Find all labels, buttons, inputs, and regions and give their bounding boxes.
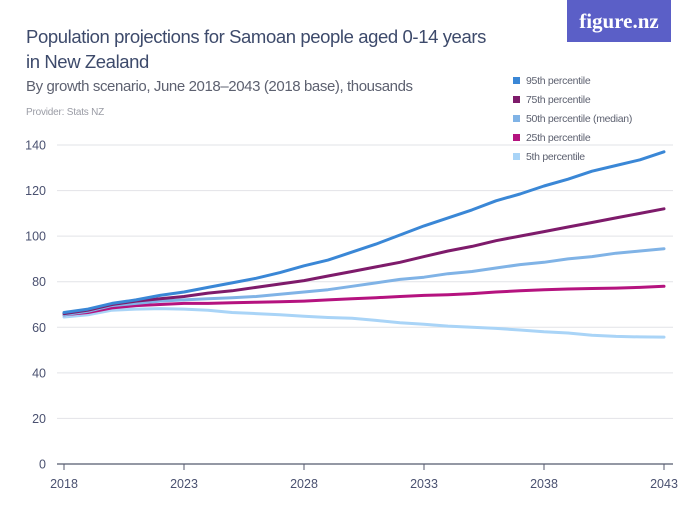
x-tick-label: 2023: [170, 477, 198, 491]
x-tick-label: 2028: [290, 477, 318, 491]
y-tick-label: 20: [32, 412, 46, 426]
legend-item: 50th percentile (median): [513, 109, 632, 128]
legend-item: 95th percentile: [513, 71, 632, 90]
legend-label: 25th percentile: [526, 131, 591, 144]
legend-label: 75th percentile: [526, 93, 591, 106]
legend: 95th percentile 75th percentile 50th perce…: [513, 71, 632, 166]
x-tick-label: 2038: [530, 477, 558, 491]
legend-swatch: [513, 115, 520, 122]
legend-swatch: [513, 153, 520, 160]
legend-item: 75th percentile: [513, 90, 632, 109]
y-tick-label: 40: [32, 366, 46, 380]
figure-nz-logo[interactable]: figure.nz: [567, 0, 671, 42]
legend-swatch: [513, 96, 520, 103]
legend-item: 5th percentile: [513, 147, 632, 166]
y-tick-label: 0: [39, 458, 46, 472]
y-tick-label: 120: [25, 184, 46, 198]
legend-label: 5th percentile: [526, 150, 585, 163]
series-line-5th: [62, 307, 666, 339]
series-line-95th: [62, 150, 666, 314]
series-line-75th: [62, 207, 666, 316]
series-line-25th: [62, 284, 666, 317]
legend-swatch: [513, 134, 520, 141]
chart-title: Population projections for Samoan people…: [26, 26, 486, 72]
legend-label: 95th percentile: [526, 74, 591, 87]
legend-swatch: [513, 77, 520, 84]
provider-label: Provider: Stats NZ: [26, 107, 105, 118]
y-tick-label: 60: [32, 321, 46, 335]
x-tick-label: 2018: [50, 477, 78, 491]
y-tick-label: 140: [25, 139, 46, 153]
legend-item: 25th percentile: [513, 128, 632, 147]
y-tick-label: 80: [32, 275, 46, 289]
x-tick-label: 2033: [410, 477, 438, 491]
x-tick-label: 2043: [650, 477, 678, 491]
chart-subtitle: By growth scenario, June 2018–2043 (2018…: [26, 78, 413, 95]
series-line-50th: [62, 247, 666, 317]
y-tick-label: 100: [25, 230, 46, 244]
legend-label: 50th percentile (median): [526, 112, 633, 125]
